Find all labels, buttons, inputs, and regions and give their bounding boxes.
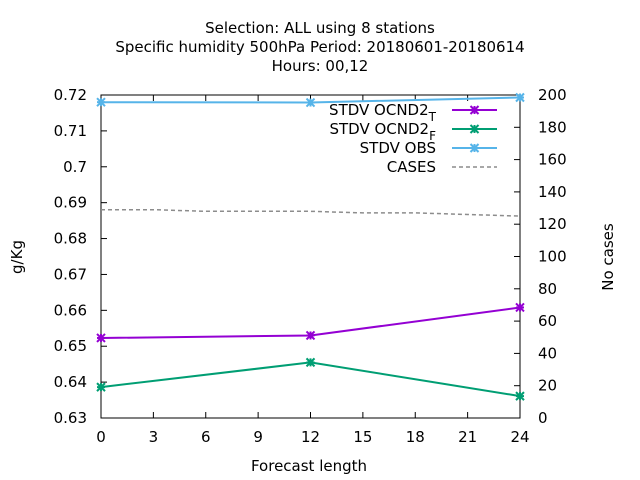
y2-tick-label: 100 (538, 248, 567, 266)
y-tick-label: 0.68 (54, 230, 87, 248)
x-tick-label: 3 (149, 428, 159, 446)
x-tick-label: 6 (201, 428, 211, 446)
y2-tick-label: 20 (538, 377, 557, 395)
data-point (469, 105, 480, 115)
legend-label: STDV OCND2F (329, 120, 436, 143)
y-tick-label: 0.67 (54, 265, 87, 283)
x-tick-label: 12 (301, 428, 320, 446)
legend-label: CASES (387, 158, 436, 176)
y2-tick-label: 120 (538, 215, 567, 233)
data-point (305, 330, 316, 341)
data-point (96, 382, 106, 392)
data-point (96, 97, 106, 107)
y-tick-label: 0.7 (63, 158, 87, 176)
y2-tick-label: 200 (538, 86, 567, 104)
legend-label: STDV OBS (360, 139, 436, 157)
data-point (469, 143, 480, 153)
legend-series-name: CASES (387, 158, 436, 176)
x-tick-label: 15 (353, 428, 372, 446)
legend-series-name: STDV OCND2 (329, 120, 429, 138)
title-line: Hours: 00,12 (272, 57, 369, 75)
chart-title: Selection: ALL using 8 stationsSpecific … (115, 19, 524, 75)
data-point (515, 302, 525, 313)
legend-series-subscript: T (428, 110, 437, 124)
legend-label: STDV OCND2T (329, 101, 437, 124)
y2-tick-label: 80 (538, 280, 557, 298)
y-tick-label: 0.63 (54, 409, 87, 427)
data-point (469, 124, 480, 134)
y-tick-label: 0.72 (54, 86, 87, 104)
y-tick-label: 0.66 (54, 301, 87, 319)
data-point (96, 333, 106, 343)
data-point (305, 357, 316, 368)
y-axis-label: g/Kg (8, 240, 26, 274)
y2-axis-label: No cases (599, 223, 617, 291)
x-tick-label: 24 (510, 428, 529, 446)
x-axis-ticks: 0 3 6 9 12 15 18 21 24 (96, 95, 530, 446)
y-tick-label: 0.69 (54, 194, 87, 212)
y2-tick-label: 160 (538, 151, 567, 169)
y-tick-label: 0.64 (54, 373, 87, 391)
y-tick-label: 0.65 (54, 337, 87, 355)
y-tick-label: 0.71 (54, 122, 87, 140)
y2-axis-ticks: 0 20 40 60 80 100 120 140 160 180 200 (514, 86, 567, 427)
title-line: Specific humidity 500hPa Period: 2018060… (115, 38, 524, 56)
data-point (305, 97, 316, 108)
title-line: Selection: ALL using 8 stations (205, 19, 435, 37)
legend-series-subscript: F (429, 129, 436, 143)
x-tick-label: 9 (253, 428, 263, 446)
y-axis-ticks: 0.63 0.64 0.65 0.66 0.67 0.68 0.69 0.7 0.71 0.72 (54, 86, 107, 427)
y2-tick-label: 0 (538, 409, 548, 427)
series-lines (96, 92, 525, 401)
data-point (515, 391, 525, 401)
series-line-1 (100, 361, 521, 398)
y2-tick-label: 40 (538, 344, 557, 362)
y2-tick-label: 180 (538, 118, 567, 136)
x-tick-label: 18 (406, 428, 425, 446)
data-point (515, 92, 525, 103)
legend-series-name: STDV OBS (360, 139, 436, 157)
x-axis-label: Forecast length (251, 457, 367, 475)
series-line-3 (101, 208, 521, 217)
y2-tick-label: 60 (538, 312, 557, 330)
x-tick-label: 0 (96, 428, 106, 446)
x-tick-label: 21 (458, 428, 477, 446)
legend-series-name: STDV OCND2 (329, 101, 429, 119)
plot-axes (100, 94, 521, 419)
y2-tick-label: 140 (538, 183, 567, 201)
plot-frame (100, 94, 521, 419)
